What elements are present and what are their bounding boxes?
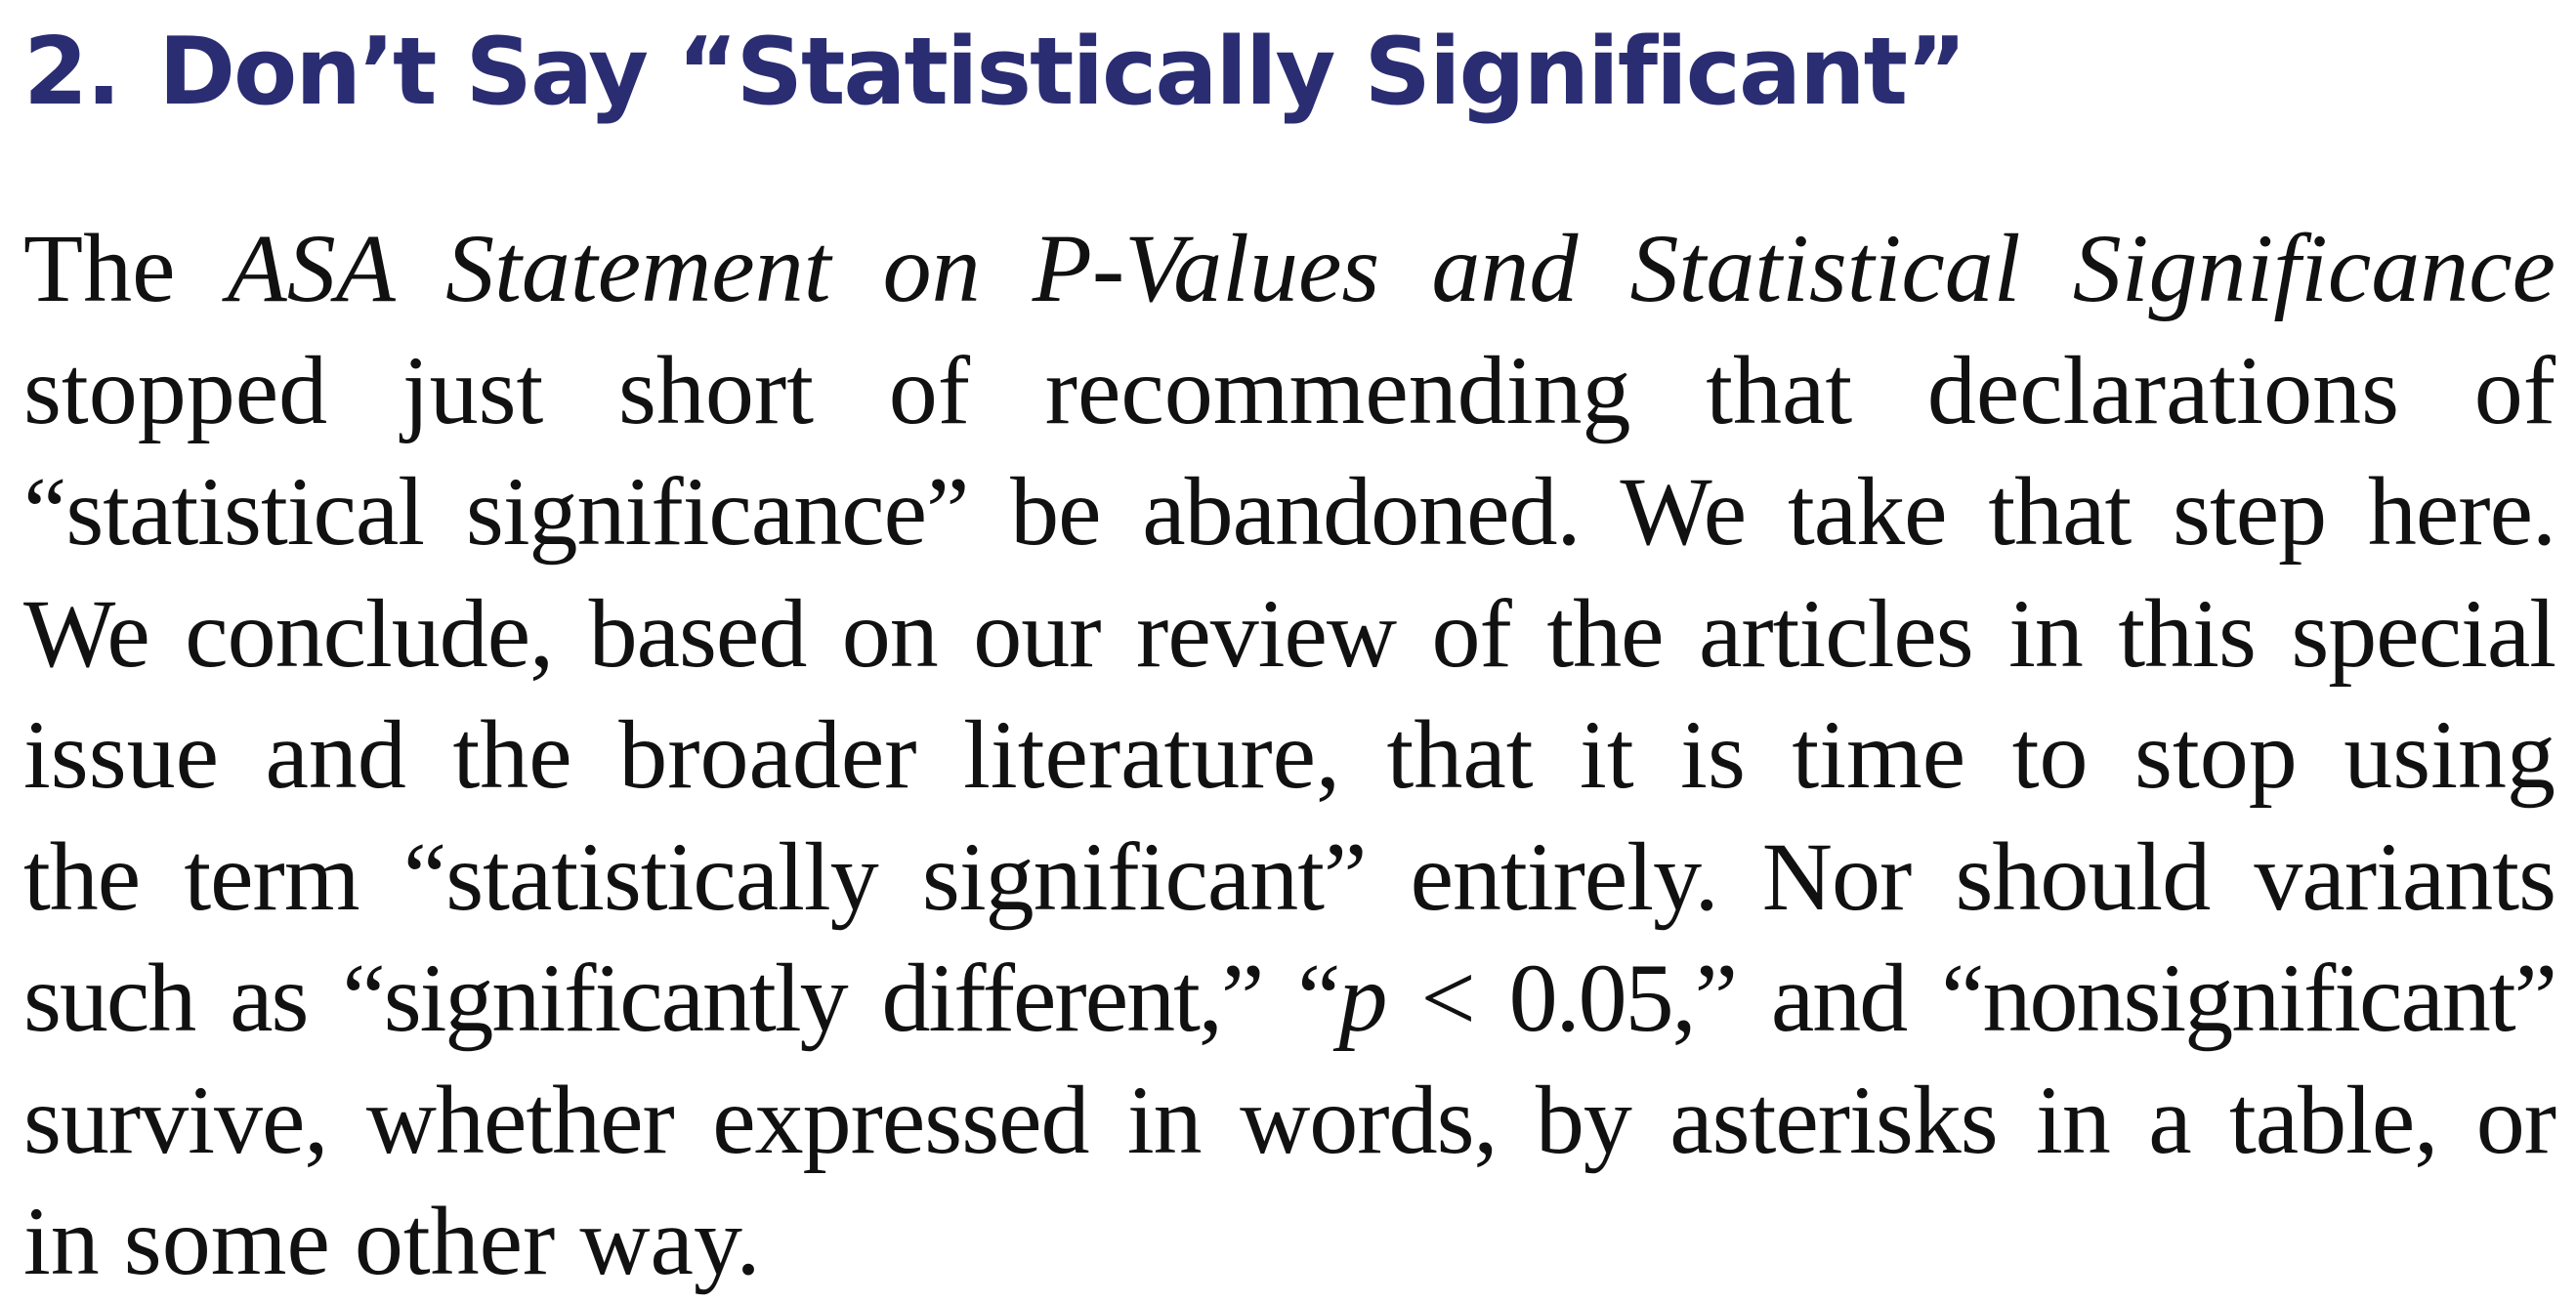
paragraph-line-8: survive, whether expressed in words, by … [23, 1065, 2556, 1174]
paragraph-line-5: issue and the broader literature, that i… [23, 700, 2555, 809]
section-title: Don’t Say “Statistically Significant” [158, 19, 1966, 126]
paragraph-line-2: stopped just short of recommending that … [23, 335, 2555, 444]
line-1-start: The [23, 214, 176, 322]
paragraph-line-6: the term “statistically significant” ent… [23, 821, 2556, 931]
line-7-start: such as “significantly different,” “ [23, 944, 1341, 1052]
line-7-end: < 0.05,” and “nonsignificant” [1385, 944, 2557, 1052]
paragraph-line-1: The ASA Statement on P-Values and Statis… [23, 208, 2555, 330]
body-paragraph: The ASA Statement on P-Values and Statis… [23, 208, 2557, 1303]
section-heading: 2. Don’t Say “Statistically Significant” [23, 14, 1967, 131]
paragraph-line-4: We conclude, based on our review of the … [23, 578, 2556, 688]
paragraph-line-9: in some other way. [23, 1187, 761, 1295]
section-number: 2. [23, 19, 121, 126]
statement-title: ASA Statement on P-Values and Statistica… [227, 214, 2556, 322]
paragraph-line-7: such as “significantly different,” “p < … [23, 938, 2557, 1060]
paragraph-line-3: “statistical significance” be abandoned.… [23, 457, 2556, 566]
p-symbol: p [1338, 944, 1388, 1052]
